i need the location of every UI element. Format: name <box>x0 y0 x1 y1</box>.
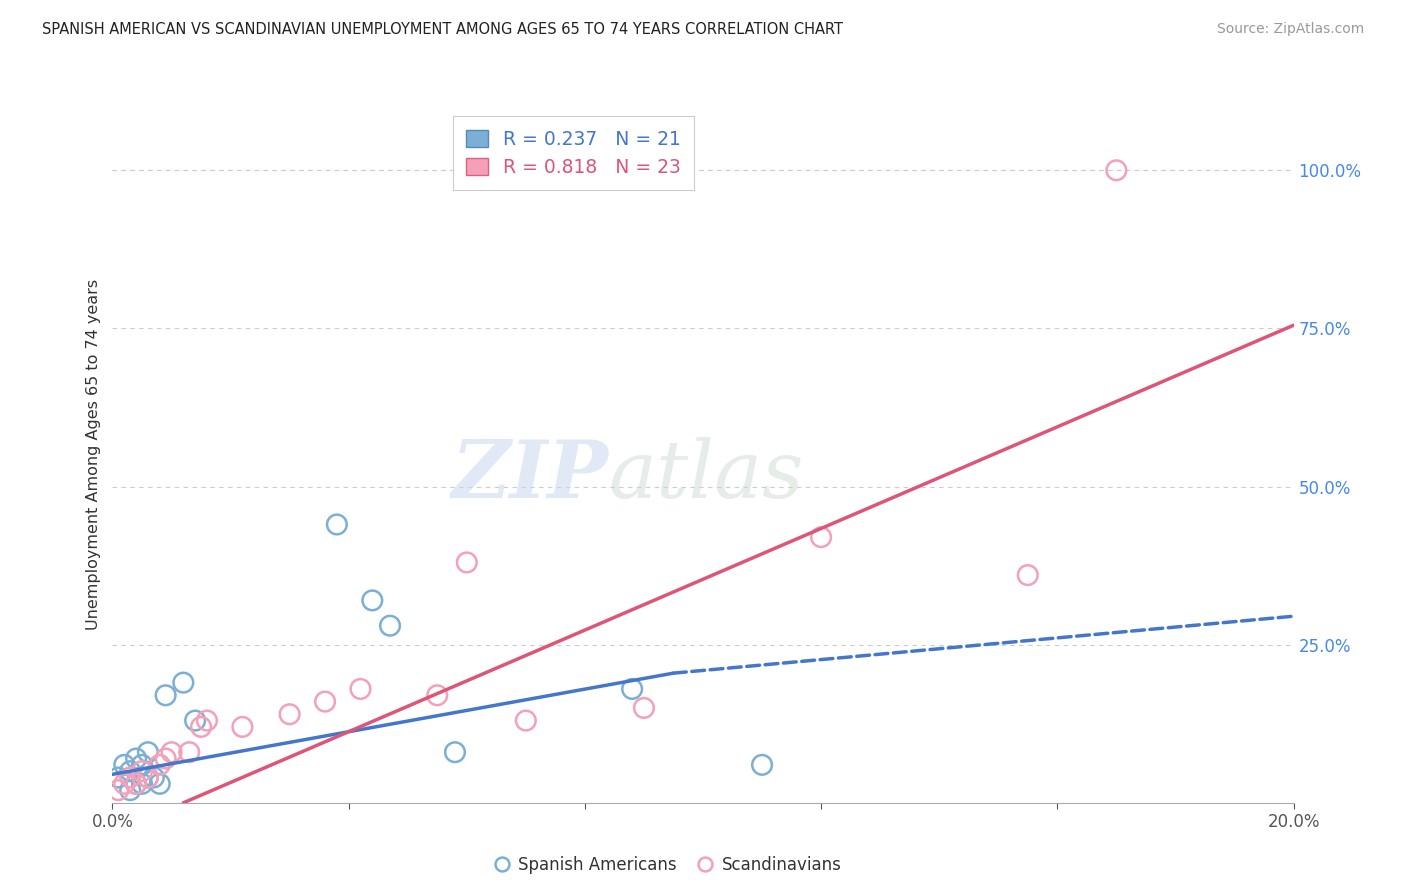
Point <box>1105 163 1128 178</box>
Point <box>112 757 135 772</box>
Point <box>621 681 644 696</box>
Point <box>125 777 148 791</box>
Legend: Spanish Americans, Scandinavians: Spanish Americans, Scandinavians <box>494 856 842 874</box>
Point <box>149 757 172 772</box>
Point <box>378 618 401 632</box>
Point <box>190 720 212 734</box>
Point <box>120 783 142 797</box>
Point <box>314 695 336 709</box>
Point <box>120 764 142 779</box>
Point <box>160 745 183 759</box>
Point <box>361 593 384 607</box>
Point <box>155 688 177 702</box>
Point <box>112 777 135 791</box>
Text: atlas: atlas <box>609 437 804 515</box>
Point <box>136 771 159 785</box>
Point <box>456 556 478 570</box>
Point <box>107 771 129 785</box>
Y-axis label: Unemployment Among Ages 65 to 74 years: Unemployment Among Ages 65 to 74 years <box>86 279 101 631</box>
Point <box>349 681 371 696</box>
Point <box>633 701 655 715</box>
Point <box>136 771 159 785</box>
Point <box>107 783 129 797</box>
Point <box>444 745 467 759</box>
Point <box>184 714 207 728</box>
Point <box>426 688 449 702</box>
Point <box>125 751 148 765</box>
Point <box>1017 568 1039 582</box>
Point <box>149 777 172 791</box>
Text: Source: ZipAtlas.com: Source: ZipAtlas.com <box>1216 22 1364 37</box>
Text: ZIP: ZIP <box>451 437 609 515</box>
Point <box>125 777 148 791</box>
Point <box>810 530 832 544</box>
Point <box>131 764 153 779</box>
Point <box>195 714 218 728</box>
Point <box>136 745 159 759</box>
Point <box>515 714 537 728</box>
Point <box>120 771 142 785</box>
Point <box>131 777 153 791</box>
Text: SPANISH AMERICAN VS SCANDINAVIAN UNEMPLOYMENT AMONG AGES 65 TO 74 YEARS CORRELAT: SPANISH AMERICAN VS SCANDINAVIAN UNEMPLO… <box>42 22 844 37</box>
Point <box>179 745 201 759</box>
Point <box>131 757 153 772</box>
Point <box>155 751 177 765</box>
Point <box>172 675 194 690</box>
Point <box>326 517 349 532</box>
Point <box>751 757 773 772</box>
Point <box>231 720 253 734</box>
Point <box>142 771 165 785</box>
Point <box>278 707 301 722</box>
